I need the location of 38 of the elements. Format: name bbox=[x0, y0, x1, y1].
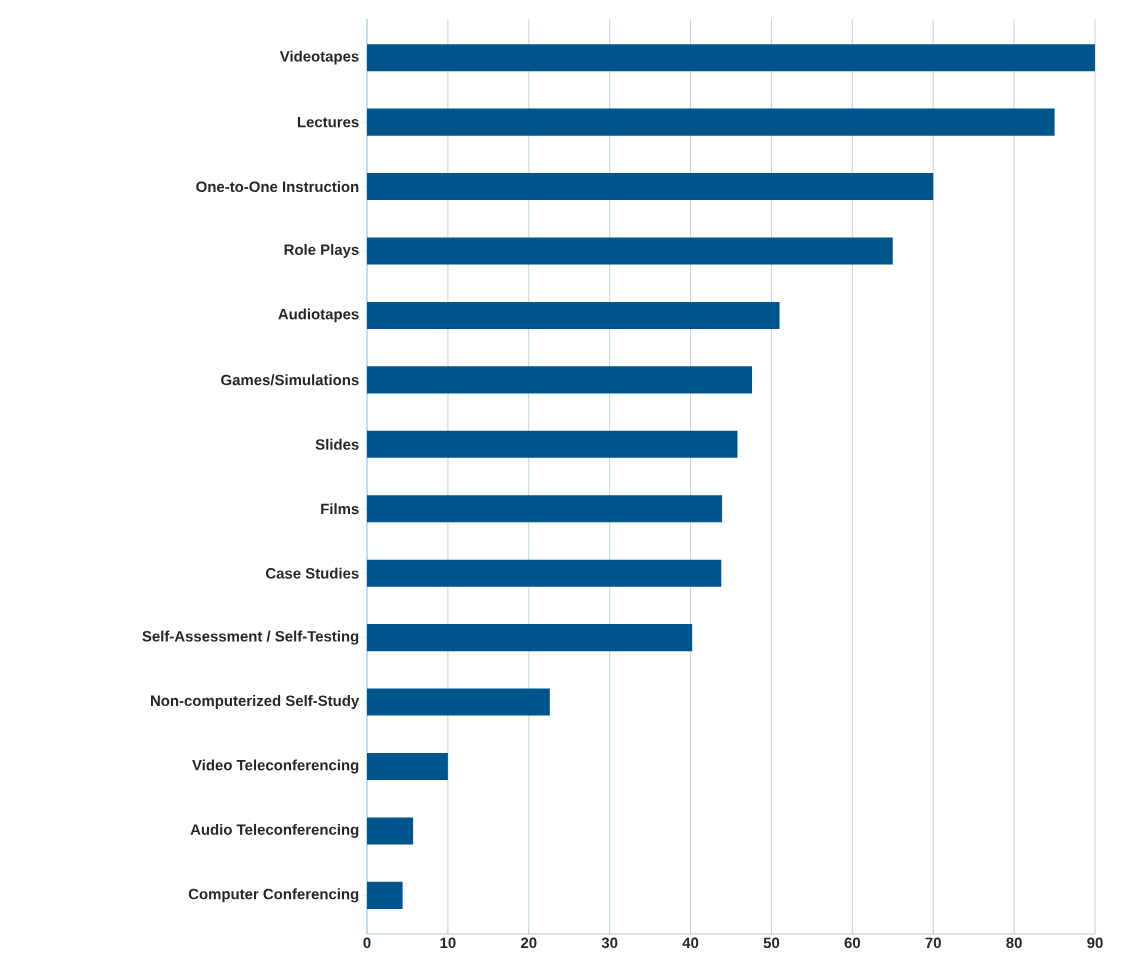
x-tick-label: 90 bbox=[1087, 937, 1103, 949]
y-tick-label: Role Plays bbox=[284, 244, 359, 258]
bar bbox=[367, 624, 693, 652]
x-tick-label: 80 bbox=[1006, 937, 1022, 949]
x-tick-label: 60 bbox=[844, 937, 861, 949]
y-tick-label: Audiotapes bbox=[278, 308, 359, 323]
bar bbox=[367, 495, 723, 523]
bar bbox=[367, 817, 414, 845]
y-tick-label: Case Studies bbox=[265, 567, 359, 579]
y-tick-label: Games/Simulations bbox=[221, 374, 359, 386]
bar bbox=[367, 559, 722, 587]
y-tick-label: Non-computerized Self-Study bbox=[151, 695, 360, 709]
bar bbox=[367, 881, 403, 909]
x-tick-label: 70 bbox=[925, 937, 941, 949]
y-tick-label: Computer Conferencing bbox=[188, 888, 359, 903]
bar bbox=[367, 237, 893, 265]
y-tick-label: Self-Assessment / Self-Testing bbox=[142, 630, 359, 645]
bar bbox=[367, 44, 1096, 72]
y-tick-label: Audio Teleconferencing bbox=[190, 823, 359, 838]
y-tick-label: Videotapes bbox=[279, 50, 359, 65]
bar bbox=[367, 688, 550, 716]
x-tick-label: 30 bbox=[601, 937, 618, 949]
bar bbox=[367, 173, 934, 201]
x-tick-label: 10 bbox=[440, 937, 456, 949]
y-tick-label: Slides bbox=[315, 438, 359, 450]
y-tick-label: Video Teleconferencing bbox=[192, 759, 359, 774]
bar bbox=[367, 752, 448, 780]
x-tick-label: 20 bbox=[520, 937, 537, 949]
y-tick-label: Lectures bbox=[297, 116, 359, 128]
y-tick-label: Films bbox=[321, 503, 359, 515]
y-tick-label: One-to-One Instruction bbox=[196, 181, 359, 193]
bar bbox=[367, 301, 780, 329]
bar bbox=[367, 366, 753, 394]
x-tick-label: 50 bbox=[763, 937, 780, 949]
bar bbox=[367, 108, 1055, 136]
x-tick-label: 40 bbox=[682, 937, 699, 949]
bar bbox=[367, 430, 738, 458]
x-tick-label: 0 bbox=[363, 937, 371, 949]
